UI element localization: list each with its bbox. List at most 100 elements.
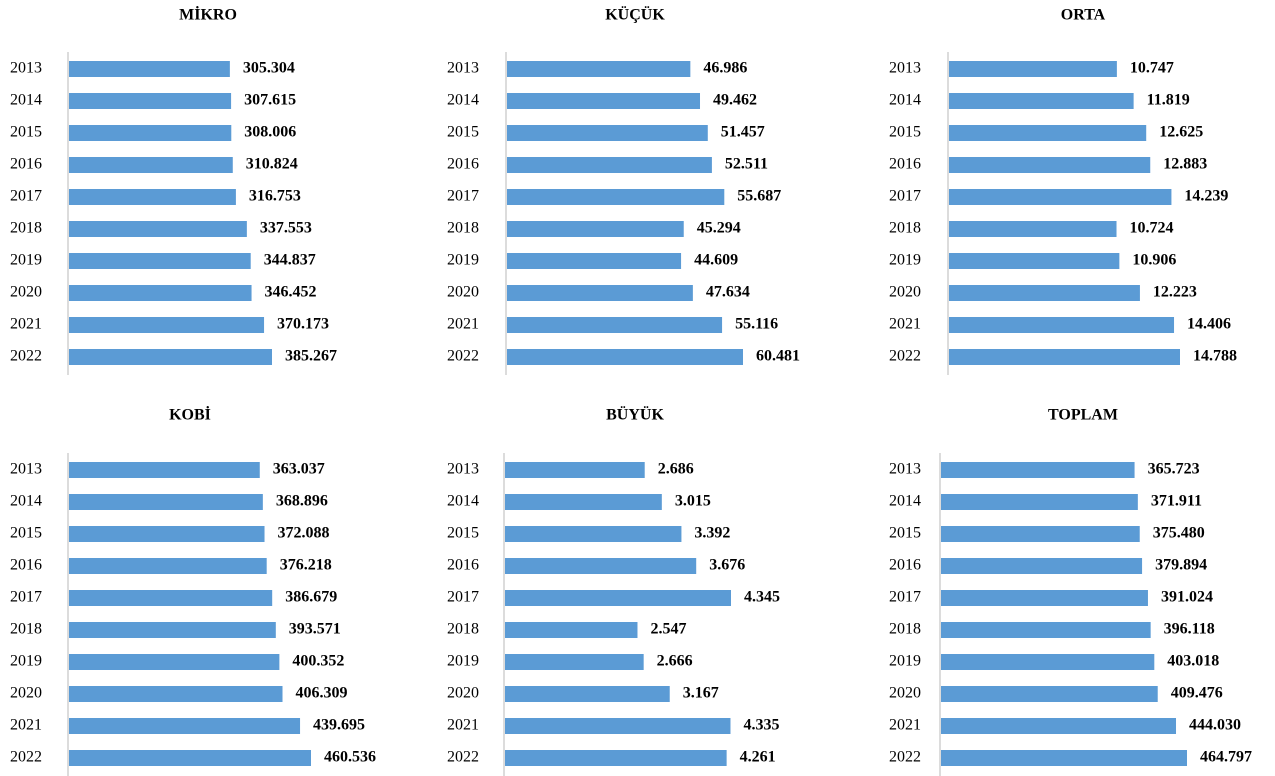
y-tick-label: 2019	[889, 653, 921, 670]
y-tick-label: 2020	[889, 284, 921, 301]
value-label: 310.824	[246, 156, 298, 173]
y-tick-label: 2021	[447, 717, 479, 734]
bar	[949, 349, 1180, 365]
bar	[949, 221, 1117, 237]
chart-title: ORTA	[1061, 7, 1106, 24]
y-tick-label: 2019	[447, 252, 479, 269]
value-label: 4.345	[744, 589, 780, 606]
value-label: 409.476	[1171, 685, 1223, 702]
value-label: 49.462	[713, 92, 757, 109]
value-label: 12.883	[1163, 156, 1207, 173]
value-label: 11.819	[1147, 92, 1190, 109]
bar	[69, 157, 233, 173]
y-tick-label: 2022	[447, 348, 479, 365]
value-label: 346.452	[265, 284, 317, 301]
y-tick-label: 2017	[10, 188, 42, 205]
y-tick-label: 2019	[10, 653, 42, 670]
chart-title: MİKRO	[179, 5, 237, 24]
y-tick-label: 2016	[447, 557, 479, 574]
value-label: 439.695	[313, 717, 365, 734]
value-label: 344.837	[264, 252, 316, 269]
y-tick-label: 2017	[10, 589, 42, 606]
value-label: 10.906	[1132, 252, 1176, 269]
y-tick-label: 2015	[889, 525, 921, 542]
y-tick-label: 2014	[10, 92, 42, 109]
bar	[505, 718, 731, 734]
bar	[949, 285, 1140, 301]
y-tick-label: 2015	[447, 124, 479, 141]
bar	[69, 61, 230, 77]
y-tick-label: 2014	[889, 92, 921, 109]
y-tick-label: 2020	[447, 284, 479, 301]
value-label: 385.267	[285, 348, 337, 365]
bar	[69, 317, 265, 333]
y-tick-label: 2017	[447, 188, 479, 205]
y-tick-label: 2017	[889, 188, 921, 205]
bar	[949, 93, 1134, 109]
bar	[507, 253, 682, 269]
value-label: 12.223	[1153, 284, 1197, 301]
y-tick-label: 2015	[10, 124, 42, 141]
y-tick-label: 2020	[10, 685, 42, 702]
value-label: 444.030	[1189, 717, 1241, 734]
bar	[69, 253, 251, 269]
bar	[505, 590, 731, 606]
bar	[505, 462, 645, 478]
bar	[507, 317, 723, 333]
value-label: 375.480	[1153, 525, 1205, 542]
value-label: 391.024	[1161, 589, 1213, 606]
value-label: 12.625	[1159, 124, 1203, 141]
y-tick-label: 2019	[889, 252, 921, 269]
y-tick-label: 2022	[889, 348, 921, 365]
bar	[69, 558, 267, 574]
bar	[69, 750, 311, 766]
bar	[949, 125, 1147, 141]
bar	[941, 686, 1158, 702]
bar	[507, 221, 684, 237]
value-label: 44.609	[694, 252, 738, 269]
bar	[69, 221, 247, 237]
y-tick-label: 2013	[447, 461, 479, 478]
bar	[69, 718, 301, 734]
chart-title: KOBİ	[169, 405, 211, 424]
y-tick-label: 2013	[447, 60, 479, 77]
value-label: 55.116	[735, 316, 778, 333]
y-tick-label: 2020	[447, 685, 479, 702]
bar	[69, 349, 272, 365]
value-label: 403.018	[1167, 653, 1219, 670]
value-label: 2.547	[650, 621, 686, 638]
y-tick-label: 2015	[10, 525, 42, 542]
y-tick-label: 2019	[10, 252, 42, 269]
value-label: 305.304	[243, 60, 295, 77]
y-tick-label: 2014	[447, 92, 479, 109]
value-label: 337.553	[260, 220, 312, 237]
value-label: 464.797	[1200, 749, 1252, 766]
bar	[941, 590, 1148, 606]
bar	[69, 462, 260, 478]
y-tick-label: 2018	[10, 621, 42, 638]
bar	[505, 526, 682, 542]
bar	[941, 622, 1151, 638]
bar	[69, 686, 283, 702]
value-label: 52.511	[725, 156, 768, 173]
value-label: 60.481	[756, 348, 800, 365]
value-label: 4.261	[740, 749, 776, 766]
bar	[507, 61, 691, 77]
value-label: 14.788	[1193, 348, 1237, 365]
value-label: 365.723	[1148, 461, 1200, 478]
bar	[941, 494, 1138, 510]
value-label: 10.724	[1130, 220, 1174, 237]
y-tick-label: 2015	[889, 124, 921, 141]
value-label: 363.037	[273, 461, 325, 478]
bar	[69, 494, 263, 510]
chart-title: BÜYÜK	[606, 406, 664, 424]
value-label: 14.406	[1187, 316, 1231, 333]
value-label: 400.352	[292, 653, 344, 670]
value-label: 4.335	[743, 717, 779, 734]
value-label: 316.753	[249, 188, 301, 205]
value-label: 3.392	[694, 525, 730, 542]
value-label: 2.686	[658, 461, 694, 478]
bar	[505, 558, 697, 574]
bar	[69, 125, 232, 141]
